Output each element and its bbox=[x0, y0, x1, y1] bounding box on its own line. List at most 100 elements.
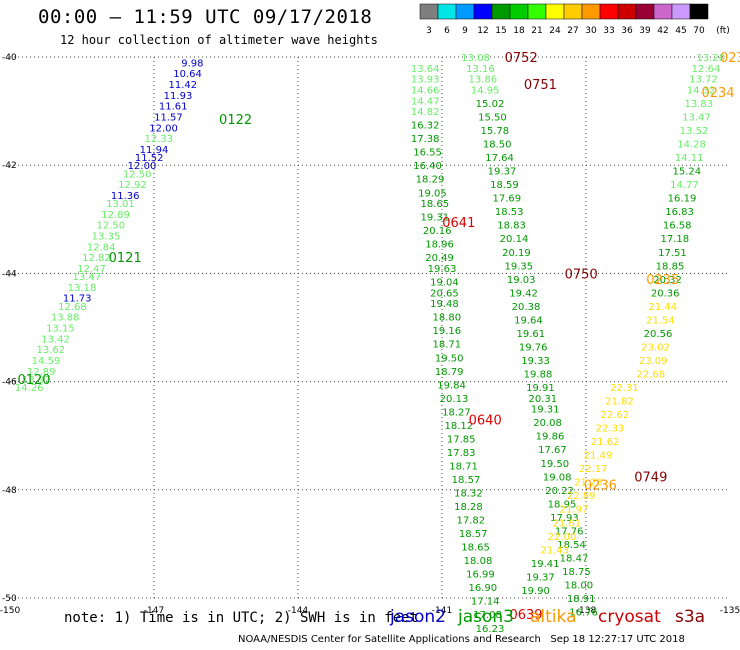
swh-value-altika: 21.82 bbox=[605, 397, 634, 408]
swh-value-jason3-b: 18.47 bbox=[560, 553, 589, 564]
swh-value-altika: 22.62 bbox=[600, 410, 629, 421]
swh-value-jason3-c: 16.83 bbox=[665, 207, 694, 218]
swh-value-jason2: 12.00 bbox=[149, 123, 178, 134]
swh-value-altika: 21.62 bbox=[591, 437, 620, 448]
swh-value-jason2: 9.98 bbox=[181, 58, 203, 69]
swh-value-altika: 22.33 bbox=[596, 424, 625, 435]
swh-value-jason3-a: 14.66 bbox=[411, 85, 440, 96]
swh-value-altika: 19.37 bbox=[526, 572, 555, 583]
swh-value-jason3-b: 19.37 bbox=[488, 167, 517, 178]
swh-value-jason3-a: 18.96 bbox=[425, 240, 454, 251]
swh-value-jason3-b: 20.22 bbox=[545, 486, 574, 497]
swh-value-jason3-a: 17.08 bbox=[473, 610, 502, 621]
swh-value-jason3-b: 20.31 bbox=[528, 394, 557, 405]
swh-value-jason3-c: 23.09 bbox=[639, 356, 668, 367]
swh-value-jason2: 11.57 bbox=[154, 113, 183, 124]
swh-value-jason2: 13.62 bbox=[36, 345, 65, 356]
swh-value-jason3-b: 17.76 bbox=[555, 526, 584, 537]
swh-value-jason3-b: 18.00 bbox=[564, 580, 593, 591]
swh-value-jason3-c: 14.32 bbox=[687, 85, 716, 96]
swh-value-jason3-c: 18.85 bbox=[656, 261, 685, 272]
swh-value-jason3-a: 16.23 bbox=[476, 624, 505, 635]
swh-value-jason3-c: 14.77 bbox=[670, 180, 699, 191]
mission-label-s3a: s3a bbox=[675, 607, 706, 627]
swh-value-jason3-a: 19.05 bbox=[418, 188, 447, 199]
swh-value-jason3-c: 16.58 bbox=[663, 221, 692, 232]
swh-value-jason3-b: 18.95 bbox=[548, 499, 577, 510]
swh-value-jason3-a: 20.13 bbox=[440, 394, 469, 405]
swh-value-jason3-a: 19.31 bbox=[420, 213, 449, 224]
swh-value-jason3-b: 19.86 bbox=[536, 432, 565, 443]
swh-value-jason3-b: 19.31 bbox=[531, 405, 560, 416]
colorbar-label: 45 bbox=[675, 26, 686, 36]
swh-value-jason2: 13.15 bbox=[46, 324, 75, 335]
swh-value-jason3-b: 20.08 bbox=[533, 418, 562, 429]
swh-value-jason3-c: 21.44 bbox=[648, 302, 677, 313]
swh-value-jason2: 12.50 bbox=[96, 221, 125, 232]
swh-value-jason3-a: 18.29 bbox=[416, 175, 445, 186]
swh-value-jason3-a: 18.71 bbox=[449, 461, 478, 472]
swh-value-jason3-a: 16.55 bbox=[413, 148, 442, 159]
swh-value-jason3-b: 19.50 bbox=[540, 459, 569, 470]
swh-value-jason3-a: 14.47 bbox=[411, 96, 440, 107]
swh-value-jason2: 10.64 bbox=[173, 69, 202, 80]
y-tick-label: -40 bbox=[2, 53, 17, 63]
swh-value-jason2: 11.73 bbox=[63, 294, 92, 305]
swh-value-altika: 22.31 bbox=[610, 383, 639, 394]
x-tick-label: -138 bbox=[576, 606, 597, 616]
pass-time-label: 0751 bbox=[524, 78, 557, 93]
swh-value-jason3-c: 17.18 bbox=[660, 234, 689, 245]
swh-value-jason3-b: 18.83 bbox=[497, 221, 526, 232]
swh-value-jason2: 12.50 bbox=[123, 169, 152, 180]
swh-value-jason2: 12.89 bbox=[27, 367, 56, 378]
pass-time-label: 0120 bbox=[17, 373, 50, 388]
swh-value-jason3-b: 19.03 bbox=[507, 275, 536, 286]
swh-value-jason3-b: 19.42 bbox=[509, 288, 538, 299]
colorbar-swatch bbox=[689, 3, 709, 20]
swh-value-altika: 22.00 bbox=[548, 532, 577, 543]
swh-value-jason2: 11.42 bbox=[168, 80, 197, 91]
pass-time-label: 0235 bbox=[646, 273, 679, 288]
colorbar-label: 24 bbox=[549, 26, 561, 36]
swh-value-jason3-a: 19.48 bbox=[430, 299, 459, 310]
colorbar-label: 27 bbox=[567, 26, 578, 36]
swh-value-jason3-a: 20.65 bbox=[430, 288, 459, 299]
swh-value-jason3-a: 20.49 bbox=[425, 253, 454, 264]
swh-value-jason2: 12.68 bbox=[58, 302, 87, 313]
swh-value-jason3-c: 16.19 bbox=[668, 194, 697, 205]
y-tick-label: -46 bbox=[2, 378, 17, 388]
swh-value-altika: 21.49 bbox=[584, 451, 613, 462]
swh-value-jason3-b: 17.67 bbox=[538, 445, 567, 456]
swh-value-jason3-a: 19.63 bbox=[428, 264, 457, 275]
swh-value-jason2: 13.18 bbox=[68, 283, 97, 294]
pass-time-label: 0641 bbox=[442, 216, 475, 231]
colorbar-label: 21 bbox=[531, 26, 542, 36]
swh-value-jason3-b: 20.19 bbox=[502, 248, 531, 259]
swh-value-jason3-a: 18.65 bbox=[461, 543, 490, 554]
swh-value-jason3-a: 19.04 bbox=[430, 278, 459, 289]
color-scale-legend: 3 6 9 12 15 18 21 24 27 30 33 36 39 42 45 70 (ft) bbox=[419, 3, 730, 36]
swh-value-altika: 22.89 bbox=[567, 491, 596, 502]
colorbar-label: 36 bbox=[621, 26, 633, 36]
swh-value-jason3-c: 21.54 bbox=[646, 315, 675, 326]
swh-value-altika: 22.17 bbox=[579, 464, 608, 475]
colorbar-label: 33 bbox=[603, 26, 614, 36]
swh-value-jason3-a: 19.16 bbox=[432, 326, 461, 337]
swh-value-jason3-a: 17.38 bbox=[411, 134, 440, 145]
colorbar-label: 18 bbox=[513, 26, 525, 36]
swh-value-jason3-a: 13.64 bbox=[411, 64, 440, 75]
swh-value-jason3-b: 17.69 bbox=[492, 194, 521, 205]
swh-value-jason3-c: 13.72 bbox=[689, 75, 718, 86]
swh-value-jason3-b: 13.08 bbox=[461, 53, 490, 64]
swh-value-jason3-a: 20.16 bbox=[423, 226, 452, 237]
wave-height-plot: -150 -147 -144 -141 -138 -135 -40 -42 -44 -46 -48 -… bbox=[0, 51, 740, 635]
swh-value-jason3-c: 20.32 bbox=[653, 275, 682, 286]
swh-value-altika: 21.97 bbox=[560, 505, 589, 516]
swh-value-jason3-a: 19.84 bbox=[437, 380, 466, 391]
swh-value-jason2: 13.35 bbox=[92, 232, 121, 243]
swh-value-jason3-b: 19.61 bbox=[516, 329, 545, 340]
swh-value-jason3-c: 13.20 bbox=[696, 53, 725, 64]
swh-value-jason3-c: 14.28 bbox=[677, 140, 706, 151]
colorbar-label: (ft) bbox=[716, 26, 730, 36]
colorbar-label: 42 bbox=[657, 26, 668, 36]
